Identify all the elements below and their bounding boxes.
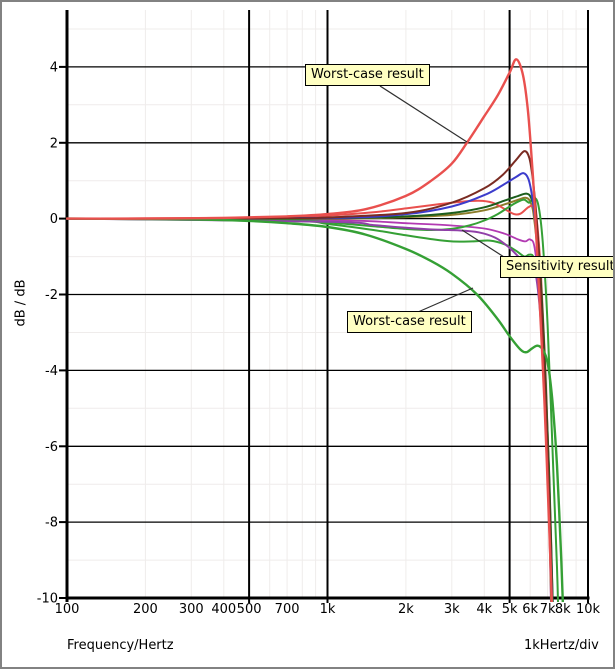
annotation-worst-case-top[interactable]: Worst-case result	[305, 64, 430, 86]
series-sens-maroon	[66, 150, 553, 602]
series-sens-red	[66, 199, 554, 602]
x-tick-label: 300	[179, 602, 204, 617]
annotation-sensitivity-results[interactable]: Sensitivity results	[500, 256, 615, 278]
series-sens-dark-green	[66, 192, 554, 602]
x-axis-div-label: 1kHertz/div	[524, 638, 599, 653]
annotation-leaders	[379, 85, 505, 313]
y-tick-label: -8	[45, 516, 58, 531]
y-tick-label: -6	[45, 440, 58, 455]
series-sens-green-a	[66, 196, 560, 602]
y-tick-label: -2	[45, 288, 58, 303]
x-tick-label: 400	[211, 602, 236, 617]
annotation-leader-line	[379, 85, 468, 143]
y-axis-title: dB / dB	[13, 279, 29, 327]
x-tick-label: 100	[55, 602, 80, 617]
axes	[59, 10, 590, 602]
x-tick-label: 500	[237, 602, 262, 617]
x-tick-label: 6k	[522, 602, 538, 617]
x-tick-label: 8k	[555, 602, 571, 617]
x-axis-title: Frequency/Hertz	[67, 638, 174, 653]
x-tick-label: 5k	[502, 602, 518, 617]
x-tick-label: 7k	[540, 602, 556, 617]
y-tick-label: 0	[50, 212, 58, 227]
annotation-leader-line	[417, 287, 474, 313]
series-worst-case-upper	[66, 58, 554, 602]
series-sens-olive	[66, 196, 553, 602]
series-curves	[66, 58, 565, 602]
x-tick-label: 3k	[444, 602, 460, 617]
x-tick-label: 700	[275, 602, 300, 617]
x-tick-label: 2k	[398, 602, 414, 617]
annotation-leader-line	[461, 229, 505, 258]
y-tick-label: -4	[45, 364, 58, 379]
series-worst-case-lower	[66, 217, 565, 602]
x-tick-label: 4k	[476, 602, 492, 617]
y-tick-label: 4	[50, 60, 58, 75]
y-tick-label: 2	[50, 136, 58, 151]
y-tick-label: -10	[37, 592, 58, 607]
x-tick-label: 1k	[320, 602, 336, 617]
annotation-worst-case-bottom[interactable]: Worst-case result	[347, 311, 472, 333]
x-tick-label: 10k	[576, 602, 601, 617]
x-tick-label: 200	[133, 602, 158, 617]
